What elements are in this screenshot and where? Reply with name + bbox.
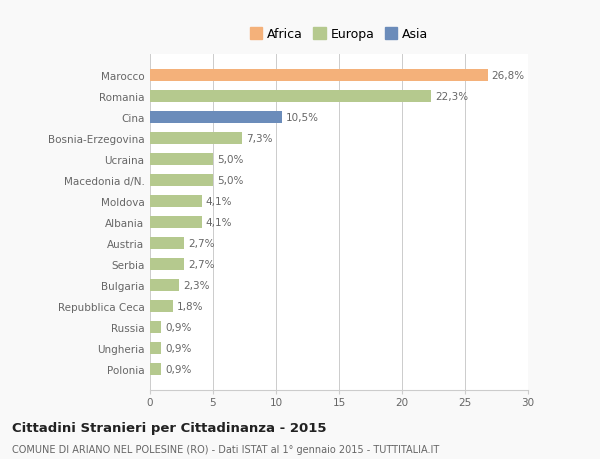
Text: 7,3%: 7,3%	[246, 134, 272, 144]
Bar	[150, 301, 173, 312]
Text: 2,7%: 2,7%	[188, 239, 214, 248]
Bar	[150, 175, 213, 186]
Bar	[150, 322, 161, 333]
Text: 1,8%: 1,8%	[176, 302, 203, 311]
Text: 5,0%: 5,0%	[217, 176, 243, 186]
Bar	[150, 112, 282, 123]
Bar	[150, 280, 179, 291]
Bar	[150, 342, 161, 354]
Bar	[150, 364, 161, 375]
Bar	[150, 259, 184, 270]
Text: 2,7%: 2,7%	[188, 259, 214, 269]
Bar	[150, 196, 202, 207]
Text: 26,8%: 26,8%	[491, 71, 524, 81]
Bar	[150, 238, 184, 249]
Bar	[150, 217, 202, 229]
Bar	[150, 133, 242, 145]
Text: 4,1%: 4,1%	[205, 197, 232, 207]
Bar	[150, 91, 431, 103]
Text: 22,3%: 22,3%	[435, 92, 468, 102]
Text: 0,9%: 0,9%	[165, 343, 191, 353]
Text: Cittadini Stranieri per Cittadinanza - 2015: Cittadini Stranieri per Cittadinanza - 2…	[12, 421, 326, 434]
Bar	[150, 154, 213, 166]
Text: 5,0%: 5,0%	[217, 155, 243, 165]
Text: 2,3%: 2,3%	[183, 280, 209, 291]
Text: 0,9%: 0,9%	[165, 364, 191, 374]
Bar	[150, 70, 488, 82]
Text: 10,5%: 10,5%	[286, 113, 319, 123]
Text: 4,1%: 4,1%	[205, 218, 232, 228]
Text: COMUNE DI ARIANO NEL POLESINE (RO) - Dati ISTAT al 1° gennaio 2015 - TUTTITALIA.: COMUNE DI ARIANO NEL POLESINE (RO) - Dat…	[12, 444, 439, 454]
Legend: Africa, Europa, Asia: Africa, Europa, Asia	[246, 24, 432, 45]
Text: 0,9%: 0,9%	[165, 322, 191, 332]
